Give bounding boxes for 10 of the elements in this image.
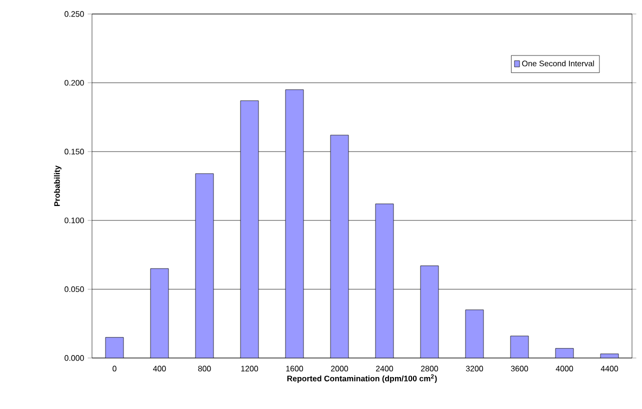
bar	[150, 268, 169, 358]
bar	[330, 134, 349, 358]
bar	[285, 89, 304, 358]
bar	[465, 310, 484, 358]
bar	[195, 173, 214, 358]
bar	[375, 204, 394, 358]
bar	[510, 336, 529, 358]
bar	[105, 337, 124, 358]
bar	[240, 100, 259, 358]
bar	[420, 266, 439, 358]
